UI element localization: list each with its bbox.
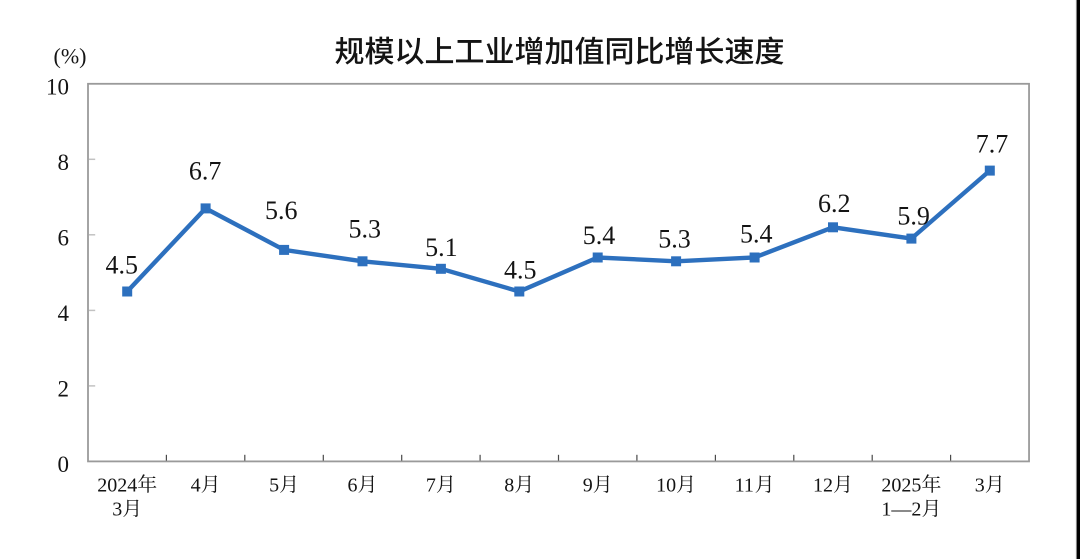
svg-text:3: 3 xyxy=(112,499,122,521)
svg-text:6.7: 6.7 xyxy=(189,157,222,186)
svg-text:6.2: 6.2 xyxy=(818,189,851,218)
svg-text:9: 9 xyxy=(583,474,593,496)
svg-text:4.5: 4.5 xyxy=(106,251,139,280)
svg-text:4: 4 xyxy=(191,474,201,496)
svg-text:7: 7 xyxy=(426,474,436,496)
svg-text:(%): (%) xyxy=(54,44,87,69)
svg-text:1—2: 1—2 xyxy=(881,499,921,521)
svg-text:3: 3 xyxy=(975,474,985,496)
svg-text:5.4: 5.4 xyxy=(740,220,773,249)
svg-text:2024: 2024 xyxy=(97,474,137,496)
svg-text:4.5: 4.5 xyxy=(504,255,537,284)
svg-text:11: 11 xyxy=(735,474,754,496)
svg-text:8: 8 xyxy=(58,150,70,175)
svg-text:5.9: 5.9 xyxy=(897,202,930,231)
svg-text:10: 10 xyxy=(656,474,676,496)
svg-text:5.1: 5.1 xyxy=(425,233,458,262)
svg-text:8: 8 xyxy=(504,474,514,496)
svg-text:2025: 2025 xyxy=(881,474,921,496)
svg-text:6: 6 xyxy=(58,226,70,251)
svg-text:4: 4 xyxy=(58,301,70,326)
svg-text:0: 0 xyxy=(58,452,70,477)
svg-text:5.6: 5.6 xyxy=(265,196,298,225)
svg-text:12: 12 xyxy=(813,474,833,496)
svg-text:7.7: 7.7 xyxy=(976,130,1009,159)
svg-text:10: 10 xyxy=(46,75,69,100)
svg-text:5.3: 5.3 xyxy=(349,215,382,244)
svg-text:5.4: 5.4 xyxy=(583,221,616,250)
svg-text:2: 2 xyxy=(58,377,70,402)
svg-text:5.3: 5.3 xyxy=(658,225,691,254)
svg-text:6: 6 xyxy=(348,474,358,496)
svg-text:5: 5 xyxy=(269,474,279,496)
